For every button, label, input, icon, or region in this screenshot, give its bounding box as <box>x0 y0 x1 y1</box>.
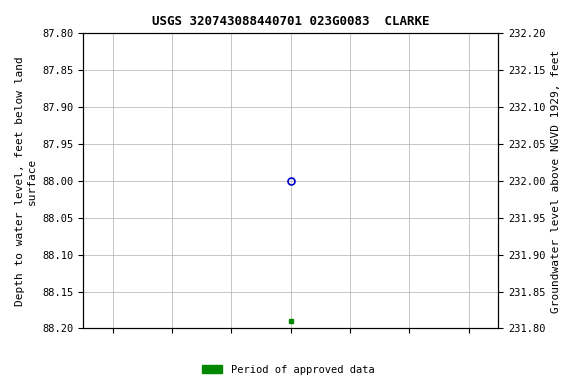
Legend: Period of approved data: Period of approved data <box>198 361 378 379</box>
Y-axis label: Depth to water level, feet below land
surface: Depth to water level, feet below land su… <box>15 56 37 306</box>
Title: USGS 320743088440701 023G0083  CLARKE: USGS 320743088440701 023G0083 CLARKE <box>152 15 430 28</box>
Y-axis label: Groundwater level above NGVD 1929, feet: Groundwater level above NGVD 1929, feet <box>551 49 561 313</box>
